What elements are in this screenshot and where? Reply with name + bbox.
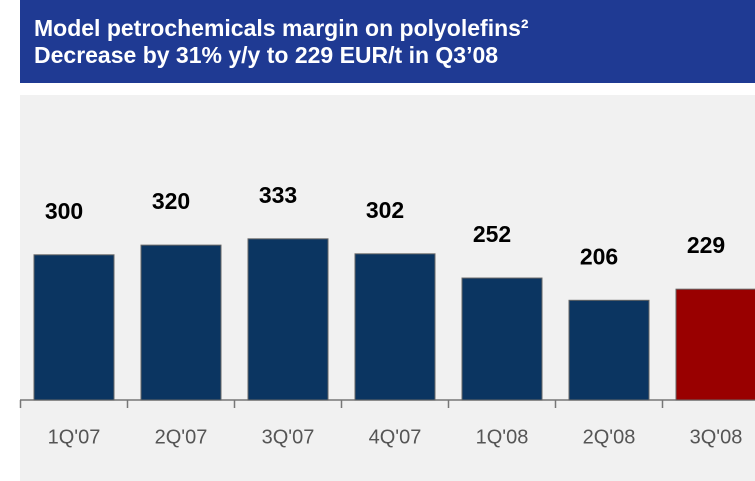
x-tick-label: 1Q'08 [476,426,529,448]
x-tick-label: 4Q'07 [369,426,422,448]
bar [140,244,222,401]
bar [568,299,650,401]
chart-title: Model petrochemicals margin on polyolefi… [34,15,529,41]
chart-subtitle: Decrease by 31% y/y to 229 EUR/t in Q3’0… [34,42,498,68]
value-label: 333 [259,182,297,208]
x-tick-label: 2Q'08 [583,426,636,448]
x-tick-label: 2Q'07 [155,426,208,448]
x-tick-label: 3Q'08 [690,426,743,448]
bar [675,288,755,401]
value-label: 206 [580,243,618,269]
bar [247,238,329,401]
bar [33,254,115,401]
value-label: 229 [687,232,725,258]
value-label: 302 [366,197,404,223]
value-label: 252 [473,221,511,247]
value-label: 300 [45,198,83,224]
header-band [20,0,755,83]
x-tick-label: 1Q'07 [48,426,101,448]
bar [461,277,543,401]
bar [354,253,436,401]
value-label: 320 [152,188,190,214]
x-tick-label: 3Q'07 [262,426,315,448]
